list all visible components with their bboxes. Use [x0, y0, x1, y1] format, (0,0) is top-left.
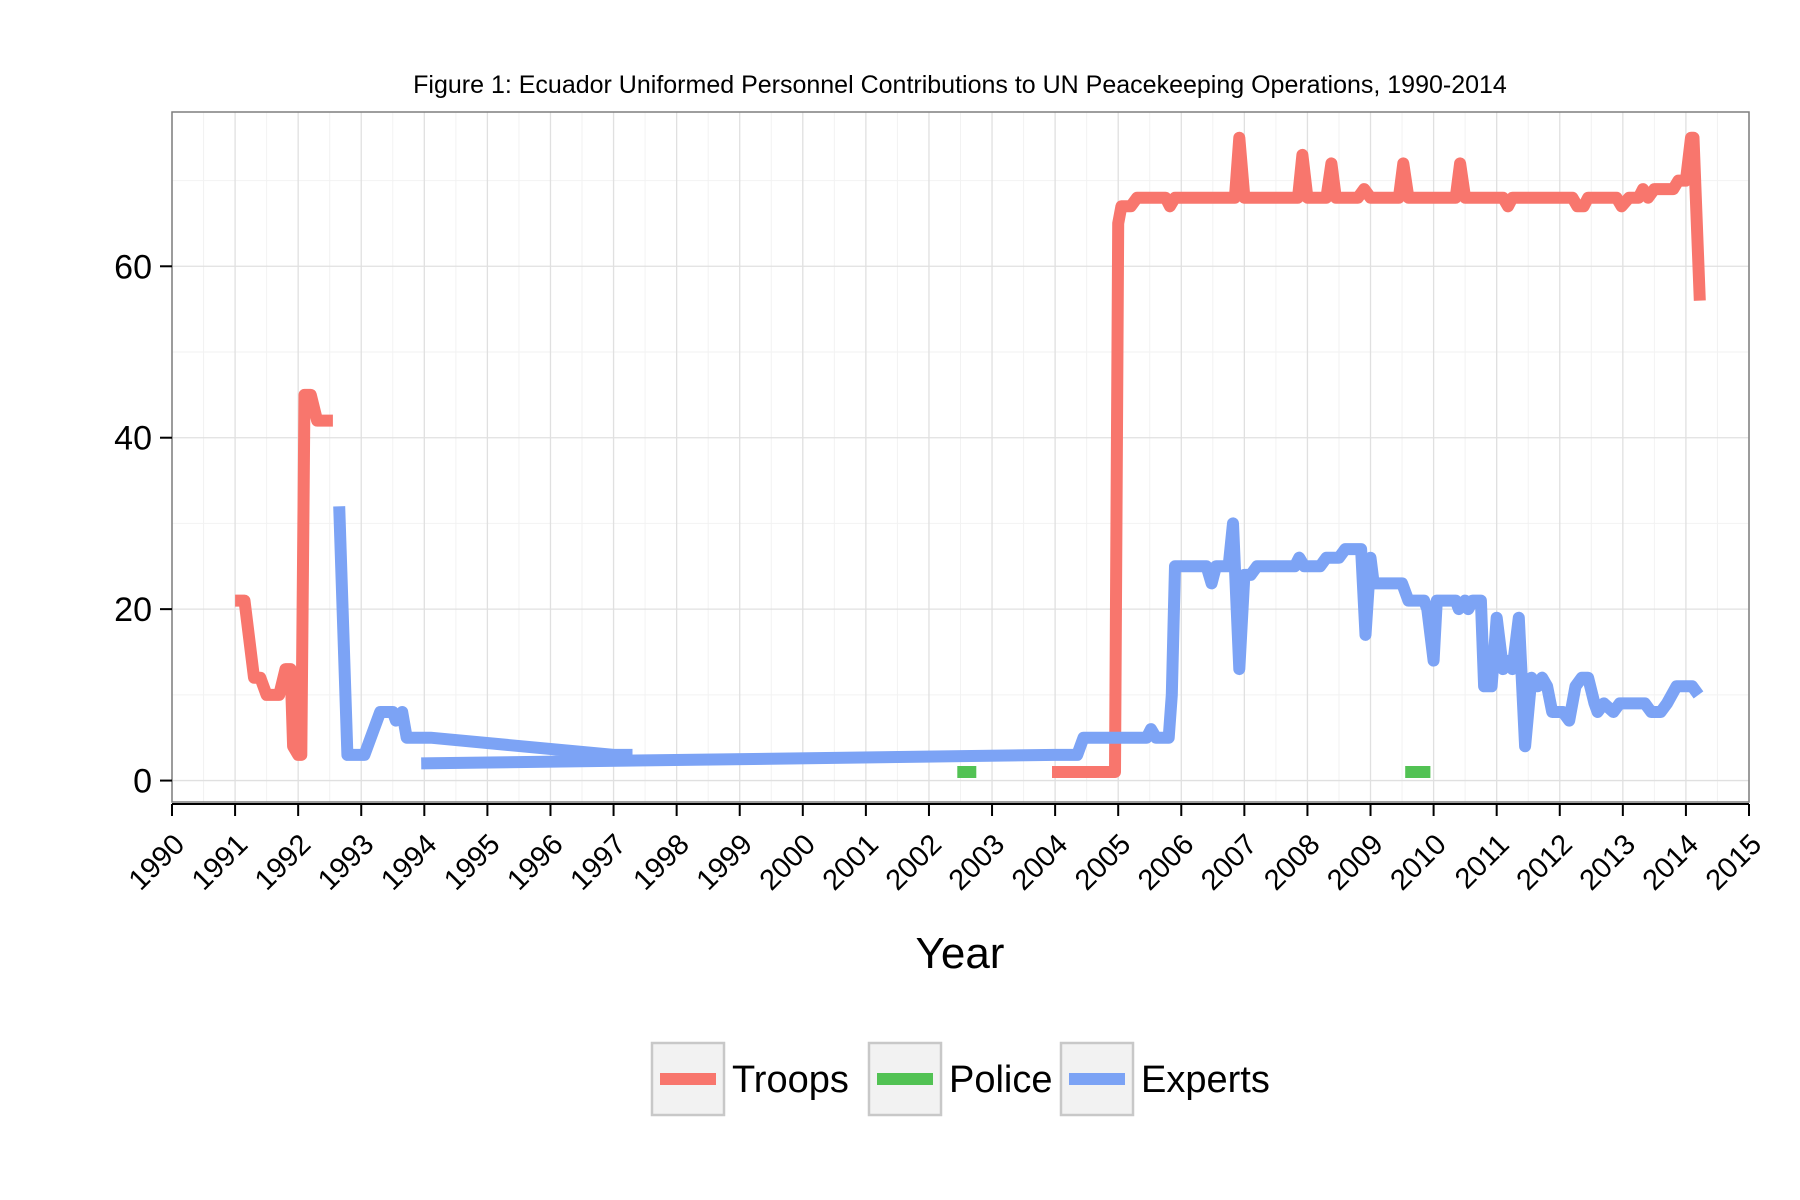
x-tick-label: 1993: [312, 828, 380, 896]
x-tick-label: 2001: [817, 828, 885, 896]
x-tick-label: 2004: [1006, 828, 1074, 896]
x-tick-label: 2002: [880, 828, 948, 896]
x-tick-label: 2011: [1449, 828, 1516, 895]
series-line-troops: [1052, 131, 1706, 778]
x-axis: 1990199119921993199419951996199719981999…: [123, 803, 1768, 897]
y-tick-label: 40: [114, 420, 152, 458]
y-axis: 0 20 40 60: [114, 248, 172, 801]
legend: Troops Police Experts: [650, 1041, 1270, 1117]
series-line-experts: [421, 517, 1704, 770]
x-tick-label: 1996: [501, 828, 569, 896]
legend-label-experts: Experts: [1141, 1059, 1270, 1101]
grid-major: [171, 112, 1750, 802]
y-tick-label: 60: [114, 248, 152, 286]
x-tick-label: 2014: [1637, 828, 1705, 896]
x-tick-label: 2007: [1195, 828, 1263, 896]
plot-border: [171, 111, 1750, 803]
x-tick-label: 2013: [1574, 828, 1642, 896]
x-axis-title: Year: [916, 929, 1005, 978]
x-tick-label: 1995: [438, 828, 506, 896]
x-tick-label: 1994: [375, 828, 443, 896]
x-tick-label: 2005: [1069, 828, 1137, 896]
x-tick-label: 2008: [1258, 828, 1326, 896]
series-line-experts: [333, 506, 633, 761]
series-layer: [235, 131, 1706, 778]
x-tick-label: 2012: [1511, 828, 1579, 896]
x-tick-label: 1999: [691, 828, 759, 896]
series-line-troops: [235, 388, 333, 761]
legend-label-troops: Troops: [732, 1059, 849, 1101]
chart-title: Figure 1: Ecuador Uniformed Personnel Co…: [413, 71, 1507, 99]
x-tick-label: 1992: [249, 828, 317, 896]
series-troops: [235, 131, 1706, 778]
y-tick-label: 0: [133, 763, 152, 801]
x-tick-label: 1998: [627, 828, 695, 896]
series-experts: [333, 506, 1704, 770]
legend-label-police: Police: [949, 1059, 1053, 1101]
x-tick-label: 2003: [943, 828, 1011, 896]
x-tick-label: 1990: [123, 828, 191, 896]
x-tick-label: 2015: [1700, 828, 1768, 896]
x-tick-label: 1997: [564, 828, 632, 896]
y-tick-label: 20: [114, 591, 152, 629]
x-tick-label: 2000: [754, 828, 822, 896]
grid-minor: [172, 112, 1749, 802]
x-tick-label: 2006: [1132, 828, 1200, 896]
x-tick-label: 1991: [186, 828, 254, 896]
x-tick-label: 2010: [1384, 828, 1452, 896]
x-tick-label: 2009: [1321, 828, 1389, 896]
